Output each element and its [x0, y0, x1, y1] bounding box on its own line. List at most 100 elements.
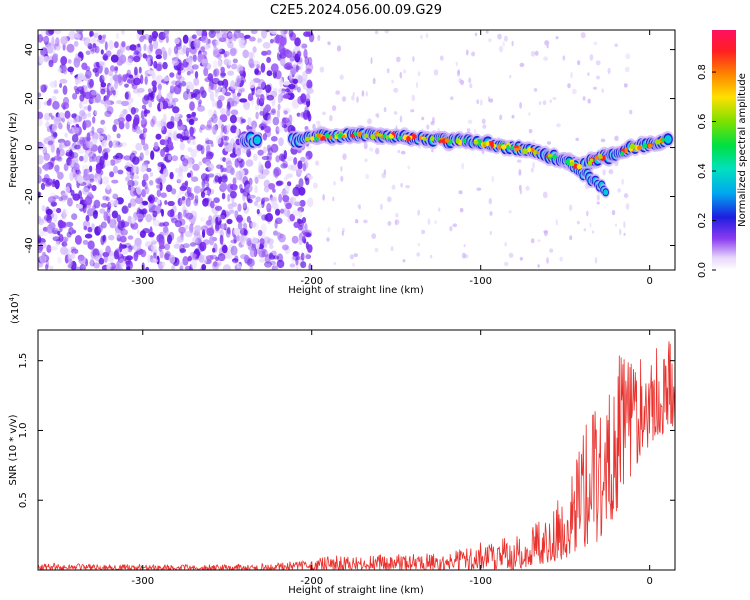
noise-speckle	[47, 140, 54, 146]
noise-speckle	[232, 177, 237, 185]
noise-speckle	[217, 59, 222, 68]
noise-speckle	[199, 86, 205, 95]
ridge-hotspot	[594, 155, 599, 160]
noise-speckle	[226, 108, 231, 117]
noise-speckle	[266, 144, 271, 152]
noise-speckle	[82, 173, 91, 181]
faint-speckle	[336, 45, 342, 52]
faint-speckle	[519, 256, 524, 261]
noise-speckle	[264, 261, 272, 268]
noise-speckle	[300, 261, 307, 269]
faint-speckle	[511, 40, 514, 47]
noise-speckle	[73, 163, 80, 170]
faint-speckle	[570, 72, 573, 79]
faint-speckle	[393, 111, 398, 115]
noise-speckle	[172, 106, 180, 114]
ridge-hotspot	[648, 143, 653, 149]
noise-speckle	[188, 92, 192, 100]
noise-speckle	[90, 49, 95, 55]
noise-speckle	[257, 38, 263, 43]
noise-speckle	[166, 129, 173, 136]
noise-speckle	[71, 229, 77, 234]
faint-speckle	[481, 118, 486, 125]
noise-speckle	[120, 74, 128, 82]
noise-speckle	[276, 126, 285, 132]
noise-speckle	[297, 75, 303, 84]
noise-speckle	[52, 213, 58, 223]
noise-speckle	[268, 244, 274, 249]
noise-speckle	[288, 30, 294, 38]
noise-speckle	[94, 110, 98, 116]
noise-speckle	[98, 135, 104, 141]
noise-speckle	[126, 58, 133, 66]
noise-speckle	[167, 209, 175, 217]
noise-speckle	[61, 236, 69, 243]
faint-speckle	[459, 207, 464, 213]
noise-speckle	[151, 90, 156, 100]
noise-speckle	[261, 214, 268, 221]
noise-speckle	[207, 43, 211, 48]
faint-speckle	[629, 109, 633, 115]
noise-speckle	[81, 112, 87, 120]
noise-speckle	[106, 90, 111, 99]
noise-speckle	[297, 219, 303, 224]
faint-speckle	[569, 235, 573, 241]
noise-speckle	[124, 90, 131, 101]
noise-speckle	[279, 208, 285, 214]
faint-speckle	[370, 57, 373, 65]
noise-speckle	[189, 223, 194, 234]
noise-speckle	[109, 65, 116, 72]
noise-speckle	[44, 181, 52, 187]
noise-speckle	[183, 128, 189, 138]
spectrogram-y-tick-label: -20	[24, 188, 35, 204]
faint-speckle	[411, 94, 416, 102]
noise-speckle	[153, 252, 157, 259]
noise-speckle	[236, 263, 242, 269]
noise-speckle	[197, 243, 205, 253]
spectrogram-x-tick-label: -300	[131, 276, 154, 287]
faint-speckle	[552, 97, 557, 100]
noise-speckle	[288, 83, 296, 90]
noise-speckle	[281, 117, 287, 126]
noise-speckle	[87, 79, 94, 89]
noise-speckle	[59, 83, 63, 88]
noise-speckle	[48, 265, 54, 270]
noise-speckle	[87, 240, 95, 250]
noise-speckle	[47, 196, 56, 204]
noise-speckle	[72, 116, 78, 124]
noise-speckle	[135, 129, 143, 134]
faint-speckle	[417, 71, 421, 77]
faint-speckle	[405, 185, 410, 189]
noise-speckle	[151, 237, 156, 243]
noise-speckle	[55, 152, 61, 162]
noise-speckle	[270, 136, 278, 142]
noise-speckle	[231, 63, 238, 70]
faint-speckle	[546, 44, 549, 49]
noise-speckle	[70, 32, 79, 39]
noise-speckle	[123, 155, 132, 161]
faint-speckle	[426, 124, 430, 130]
faint-speckle	[621, 178, 625, 185]
noise-speckle	[101, 139, 108, 148]
noise-speckle	[138, 66, 142, 74]
ridge-hotspot	[370, 134, 376, 140]
noise-speckle	[161, 46, 166, 53]
noise-speckle	[290, 67, 297, 75]
noise-speckle	[208, 85, 212, 93]
ridge-hotspot	[552, 154, 557, 159]
noise-speckle	[194, 225, 202, 232]
noise-speckle	[213, 109, 217, 120]
noise-speckle	[232, 259, 239, 264]
faint-speckle	[335, 90, 341, 95]
noise-speckle	[230, 239, 238, 244]
noise-speckle	[232, 142, 237, 153]
snr-x-tick-label: 0	[646, 576, 652, 587]
noise-speckle	[283, 206, 290, 217]
noise-speckle	[157, 84, 162, 90]
snr-y-tick-label: 1.5	[18, 353, 29, 369]
noise-speckle	[144, 186, 150, 195]
noise-speckle	[147, 70, 155, 75]
noise-speckle	[214, 47, 223, 53]
faint-speckle	[461, 162, 465, 170]
noise-speckle	[46, 244, 52, 253]
